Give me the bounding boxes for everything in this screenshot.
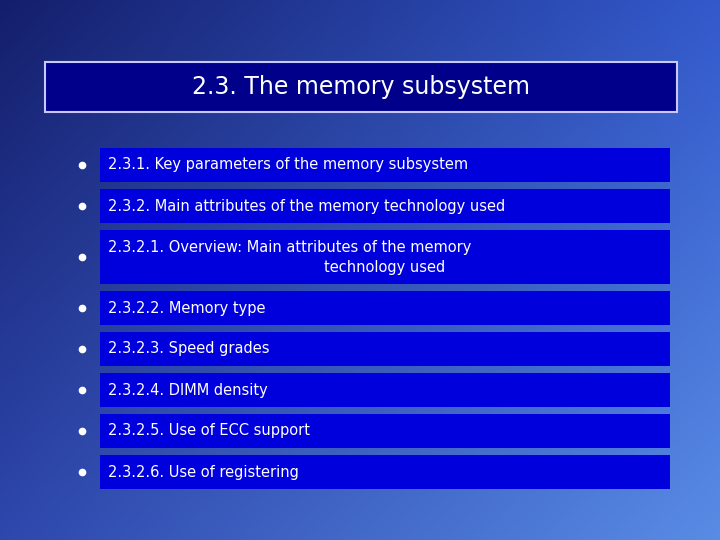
Text: 2.3.2.4. DIMM density: 2.3.2.4. DIMM density	[108, 382, 268, 397]
FancyBboxPatch shape	[100, 230, 670, 284]
FancyBboxPatch shape	[100, 373, 670, 407]
Text: 2.3.2.3. Speed grades: 2.3.2.3. Speed grades	[108, 341, 269, 356]
FancyBboxPatch shape	[100, 291, 670, 325]
Text: 2.3.2.1. Overview: Main attributes of the memory: 2.3.2.1. Overview: Main attributes of th…	[108, 240, 472, 255]
Text: 2.3. The memory subsystem: 2.3. The memory subsystem	[192, 75, 530, 99]
Text: 2.3.2.2. Memory type: 2.3.2.2. Memory type	[108, 300, 266, 315]
Text: 2.3.2.6. Use of registering: 2.3.2.6. Use of registering	[108, 464, 299, 480]
FancyBboxPatch shape	[100, 189, 670, 223]
Text: 2.3.1. Key parameters of the memory subsystem: 2.3.1. Key parameters of the memory subs…	[108, 158, 468, 172]
FancyBboxPatch shape	[100, 414, 670, 448]
Text: technology used: technology used	[325, 260, 446, 275]
FancyBboxPatch shape	[100, 455, 670, 489]
Text: 2.3.2. Main attributes of the memory technology used: 2.3.2. Main attributes of the memory tec…	[108, 199, 505, 213]
FancyBboxPatch shape	[100, 148, 670, 182]
FancyBboxPatch shape	[100, 332, 670, 366]
Text: 2.3.2.5. Use of ECC support: 2.3.2.5. Use of ECC support	[108, 423, 310, 438]
FancyBboxPatch shape	[45, 62, 677, 112]
